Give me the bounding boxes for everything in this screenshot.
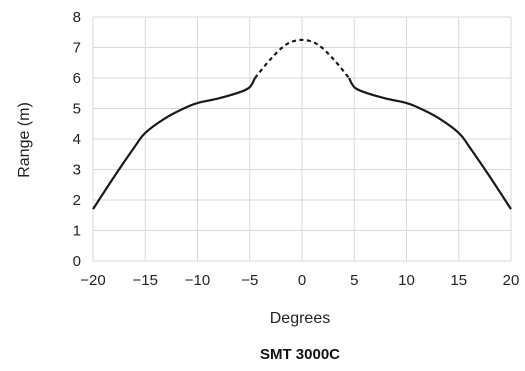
- range-curve-segment-2: [348, 77, 512, 210]
- chart-title: SMT 3000C: [260, 346, 340, 363]
- y-tick-label: 6: [73, 70, 81, 87]
- x-axis-title: Degrees: [270, 310, 330, 327]
- x-tick-label: 5: [350, 272, 358, 289]
- y-tick-label: 5: [73, 101, 81, 118]
- y-tick-label: 4: [73, 131, 81, 148]
- y-tick-label: 7: [73, 40, 81, 57]
- y-tick-label: 0: [73, 253, 81, 270]
- x-tick-label: −5: [241, 272, 258, 289]
- series-group: [92, 38, 512, 210]
- y-tick-labels: 0 1 2 3 4 5 6 7 8: [73, 9, 81, 270]
- y-tick-label: 8: [73, 9, 81, 26]
- range-curve-segment-0: [92, 77, 256, 210]
- y-tick-label: 2: [73, 192, 81, 209]
- x-tick-label: −20: [80, 272, 105, 289]
- x-tick-labels: −20 −15 −10 −5 0 5 10 15 20: [80, 272, 519, 289]
- y-tick-label: 1: [73, 223, 81, 240]
- x-tick-label: −15: [133, 272, 158, 289]
- y-axis-title: Range (m): [16, 102, 33, 178]
- y-tick-label: 3: [73, 162, 81, 179]
- x-tick-label: 10: [398, 272, 415, 289]
- x-tick-label: 0: [298, 272, 306, 289]
- x-tick-label: −10: [185, 272, 210, 289]
- x-tick-label: 20: [503, 272, 520, 289]
- grid: [92, 16, 512, 262]
- range-curve-segment-1-dashed: [254, 38, 350, 79]
- x-tick-label: 15: [450, 272, 467, 289]
